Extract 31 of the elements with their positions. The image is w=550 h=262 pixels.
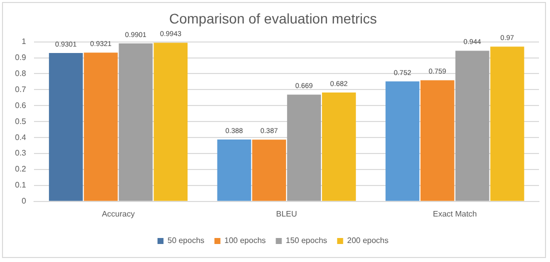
y-tick-label: 0.2	[14, 164, 27, 174]
legend-label: 50 epochs	[167, 236, 204, 246]
bar	[287, 94, 321, 201]
bar	[455, 50, 490, 201]
x-tick-label: Exact Match	[432, 209, 477, 218]
x-tick-label: Accuracy	[102, 209, 135, 218]
y-tick-label: 0	[22, 196, 27, 206]
legend-label: 150 epochs	[286, 236, 328, 246]
chart-title: Comparison of evaluation metrics	[169, 10, 377, 26]
y-tick-label: 1	[22, 37, 27, 46]
y-tick-label: 0.1	[14, 180, 27, 190]
y-tick-label: 0.7	[14, 84, 27, 94]
bar	[386, 81, 420, 201]
y-tick-label: 0.9	[14, 52, 27, 62]
bar	[252, 140, 286, 201]
legend-label: 100 epochs	[224, 236, 266, 246]
bar	[84, 52, 118, 201]
y-tick-label: 0.6	[14, 100, 27, 110]
bar	[154, 42, 188, 201]
bar	[322, 92, 356, 201]
bar	[118, 43, 153, 201]
x-tick-label: BLEU	[276, 209, 298, 218]
bar	[217, 139, 252, 201]
y-tick-label: 0.8	[14, 68, 27, 78]
bar	[420, 80, 454, 201]
y-tick-label: 0.4	[14, 132, 27, 142]
bar	[490, 46, 524, 201]
legend-label: 200 epochs	[347, 236, 389, 246]
y-tick-label: 0.5	[14, 116, 27, 126]
y-tick-label: 0.3	[14, 148, 27, 158]
bar	[48, 52, 83, 201]
